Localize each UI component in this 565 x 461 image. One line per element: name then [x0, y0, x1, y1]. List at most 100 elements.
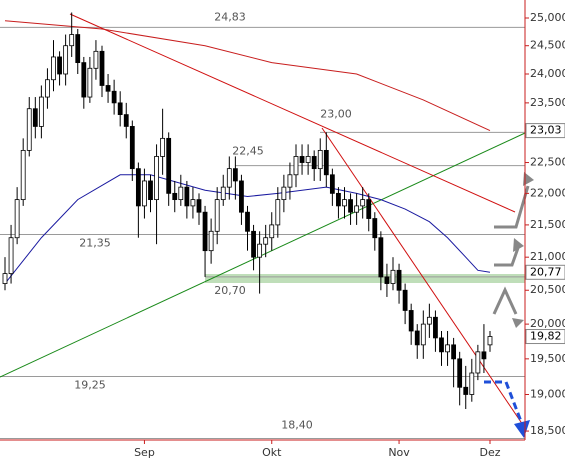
- candle-body: [184, 186, 190, 207]
- candle-body: [148, 180, 153, 201]
- y-tick-label: 19,000: [530, 387, 565, 400]
- candle-body: [451, 344, 457, 360]
- candle-body: [220, 186, 226, 201]
- candle-body: [445, 344, 450, 353]
- candle-body: [45, 79, 50, 98]
- candle-body: [342, 199, 347, 207]
- candle-body: [129, 126, 135, 170]
- candle-body: [263, 237, 269, 245]
- candle-body: [281, 186, 287, 201]
- y-tick-label: 21,500: [530, 218, 565, 231]
- arrow-head: [512, 318, 524, 328]
- y-tick-label: 20,500: [530, 283, 565, 296]
- candle-body: [420, 323, 426, 346]
- support-zone: [205, 274, 525, 283]
- moving-average: [4, 20, 491, 132]
- arrow-up: [494, 247, 520, 267]
- candle-body: [75, 34, 81, 64]
- price-marker: [525, 329, 565, 345]
- candle-body: [257, 243, 263, 258]
- y-tick-label: 19,500: [530, 352, 565, 365]
- candle-body: [396, 269, 402, 291]
- candle-body: [135, 168, 141, 207]
- candle-body: [154, 156, 159, 201]
- candle-body: [26, 108, 32, 151]
- candle-body: [178, 186, 184, 201]
- candle-body: [226, 168, 232, 188]
- candle-body: [81, 62, 87, 98]
- price-marker: [525, 123, 565, 139]
- candle-body: [433, 316, 438, 339]
- level-label: 22,45: [232, 145, 264, 158]
- candle-body: [99, 50, 105, 86]
- candle-body: [123, 114, 129, 127]
- level-label: 18,40: [281, 419, 313, 432]
- candle-body: [414, 330, 420, 346]
- candle-body: [469, 372, 475, 395]
- x-tick-label: Nov: [388, 446, 410, 459]
- candle-body: [390, 269, 396, 284]
- candle-body: [93, 50, 99, 69]
- candle-body: [269, 224, 275, 239]
- y-tick-label: 18,500: [530, 424, 565, 437]
- candle-body: [317, 149, 323, 170]
- candle-body: [142, 180, 147, 207]
- candle-body: [87, 67, 93, 98]
- price-marker-label: 19,82: [530, 330, 562, 343]
- candle-body: [63, 45, 69, 75]
- candle-body: [311, 156, 317, 170]
- candle-body: [232, 168, 238, 182]
- candle-body: [439, 337, 444, 353]
- arrow-head: [513, 238, 524, 252]
- candle-body: [105, 85, 111, 92]
- forecast-arrow: [484, 380, 524, 425]
- y-tick-label: 22,500: [530, 156, 565, 169]
- candle-body: [208, 230, 214, 252]
- candle-body: [378, 237, 384, 278]
- downtrend-line: [69, 13, 516, 213]
- level-label: 20,70: [214, 284, 246, 297]
- candle-body: [354, 205, 360, 213]
- candle-body: [336, 192, 341, 207]
- candle-body: [251, 230, 256, 258]
- level-label: 24,83: [214, 10, 246, 23]
- plot-area: [0, 0, 525, 440]
- candle-body: [8, 237, 14, 275]
- candle-body: [463, 386, 469, 395]
- candle-body: [14, 199, 20, 239]
- candle-body: [305, 156, 311, 163]
- candle-body: [196, 199, 202, 213]
- candle-body: [329, 174, 335, 194]
- candle-body: [166, 137, 172, 194]
- arrow-up: [494, 185, 530, 229]
- candle-body: [366, 199, 372, 219]
- candle-body: [32, 108, 38, 127]
- candle-body: [475, 351, 481, 374]
- candle-body: [481, 351, 487, 360]
- scenario-arrows: [492, 172, 534, 328]
- price-marker: [525, 264, 565, 280]
- candle-body: [293, 156, 299, 176]
- price-marker-label: 23,03: [530, 124, 562, 137]
- moving-average: [4, 174, 491, 284]
- candle-body: [360, 199, 366, 207]
- candle-body: [402, 289, 408, 311]
- candle-body: [160, 137, 166, 157]
- level-label: 19,25: [74, 379, 106, 392]
- candle-body: [408, 310, 414, 332]
- candle-body: [111, 90, 117, 104]
- candle-body: [20, 149, 26, 201]
- y-tick-label: 23,500: [530, 96, 565, 109]
- candle-body: [2, 273, 8, 284]
- y-tick-label: 21,000: [530, 250, 565, 263]
- candle-body: [384, 276, 390, 284]
- arrow-down: [492, 286, 518, 315]
- candle-body: [190, 199, 196, 207]
- candle-body: [172, 192, 178, 201]
- steep-trend-line: [321, 127, 526, 429]
- arrow-head: [514, 420, 530, 438]
- x-tick-label: Dez: [479, 446, 500, 459]
- x-tick-label: Okt: [262, 446, 282, 459]
- uptrend-line: [0, 132, 526, 378]
